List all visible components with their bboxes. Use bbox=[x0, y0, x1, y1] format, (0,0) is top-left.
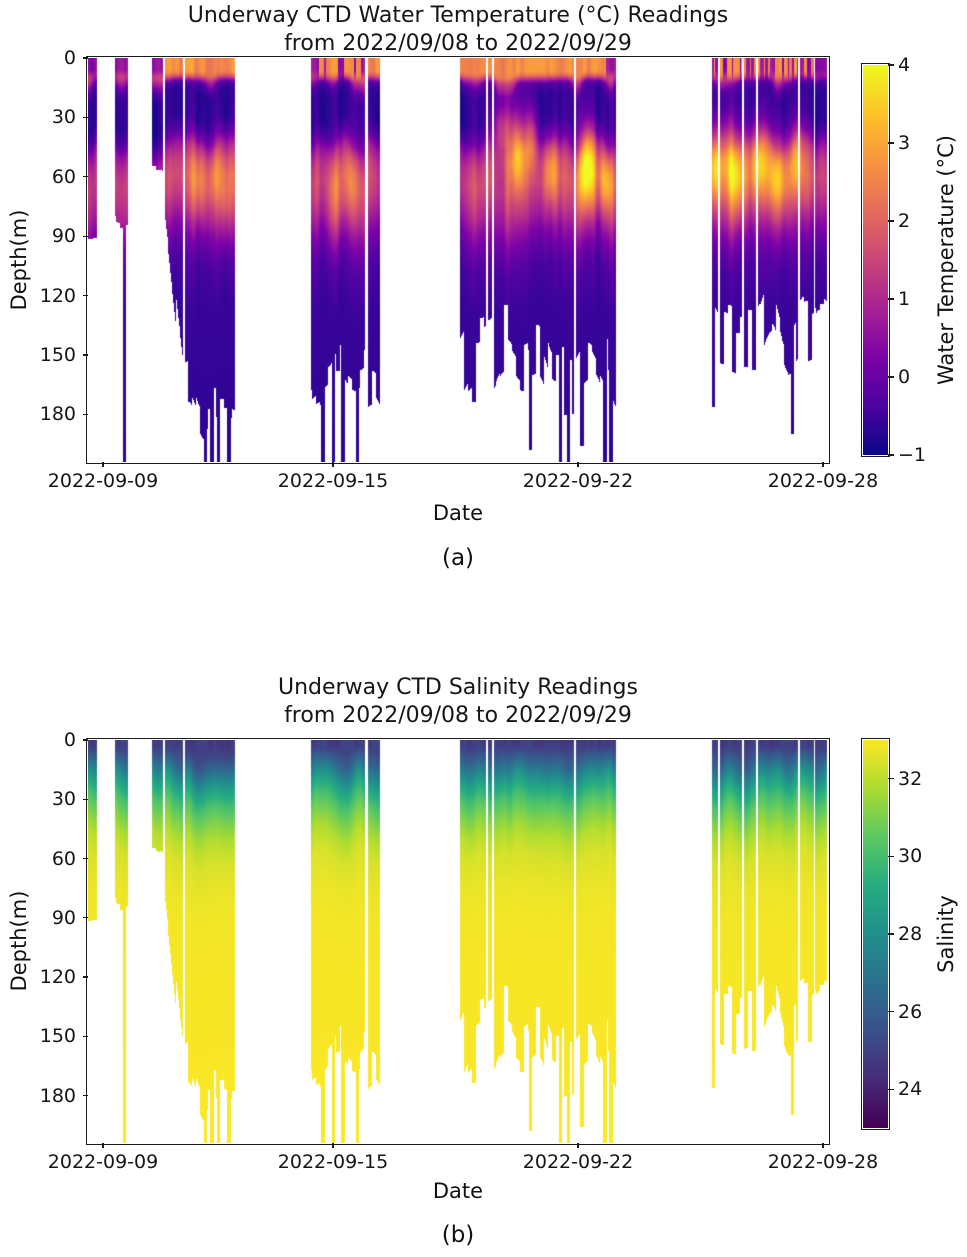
colorbar-tick-label: 24 bbox=[898, 1078, 923, 1101]
colorbar-tick-mark bbox=[888, 142, 894, 144]
colorbar-tick-mark bbox=[888, 933, 894, 935]
y-tick-label: 90 bbox=[51, 225, 76, 248]
temperature-heatmap bbox=[88, 58, 828, 462]
y-tick-label: 0 bbox=[63, 729, 76, 751]
colorbar-tick-mark bbox=[888, 298, 894, 300]
y-tick-mark bbox=[83, 739, 88, 741]
x-tick-label: 2022-09-22 bbox=[522, 1151, 634, 1173]
x-tick-label: 2022-09-28 bbox=[767, 1151, 879, 1173]
x-tick-mark bbox=[822, 462, 824, 467]
colorbar-tick-label: 26 bbox=[898, 1000, 923, 1023]
temperature-colorbar bbox=[863, 65, 888, 455]
plot-b-title-line1: Underway CTD Salinity Readings bbox=[278, 675, 638, 700]
x-tick-mark bbox=[332, 1143, 334, 1148]
x-tick-label: 2022-09-15 bbox=[277, 470, 389, 492]
colorbar-tick-mark bbox=[888, 64, 894, 66]
x-tick-mark bbox=[577, 462, 579, 467]
y-tick-label: 30 bbox=[51, 106, 76, 129]
y-tick-label: 150 bbox=[39, 344, 76, 367]
y-tick-mark bbox=[83, 1094, 88, 1097]
colorbar-tick-label: 28 bbox=[898, 923, 923, 945]
y-tick-label: 0 bbox=[63, 47, 76, 69]
y-tick-label: 60 bbox=[51, 847, 76, 870]
x-tick-mark bbox=[102, 1143, 104, 1148]
plot-b-caption: (b) bbox=[441, 1222, 475, 1248]
salinity-colorbar bbox=[863, 740, 888, 1128]
y-tick-label: 150 bbox=[39, 1025, 76, 1048]
plot-a-title-line1: Underway CTD Water Temperature (°C) Read… bbox=[187, 3, 729, 28]
plot-a-ylabel: Depth(m) bbox=[7, 209, 31, 311]
colorbar-tick-mark bbox=[888, 1011, 894, 1013]
y-tick-mark bbox=[83, 1035, 88, 1037]
plot-b-xlabel: Date bbox=[432, 1179, 484, 1203]
colorbar-tick-label: 1 bbox=[898, 288, 911, 310]
y-tick-mark bbox=[83, 798, 88, 800]
x-tick-mark bbox=[577, 1143, 579, 1148]
x-tick-mark bbox=[822, 1143, 824, 1148]
colorbar-tick-label: 4 bbox=[898, 54, 911, 76]
colorbar-tick-mark bbox=[888, 855, 894, 857]
plot-a-title-line2: from 2022/09/08 to 2022/09/29 bbox=[284, 31, 632, 56]
y-tick-mark bbox=[83, 295, 88, 297]
x-tick-label: 2022-09-28 bbox=[767, 470, 879, 492]
colorbar-tick-label: 2 bbox=[898, 210, 911, 232]
y-tick-label: 120 bbox=[39, 966, 76, 989]
colorbar-tick-label: 32 bbox=[898, 767, 923, 790]
colorbar-tick-mark bbox=[888, 220, 894, 222]
x-tick-label: 2022-09-09 bbox=[47, 1151, 159, 1173]
y-tick-mark bbox=[83, 235, 88, 237]
y-tick-label: 120 bbox=[39, 284, 76, 307]
plot-a-xlabel: Date bbox=[432, 501, 484, 525]
y-tick-mark bbox=[83, 354, 88, 356]
colorbar-tick-mark bbox=[888, 454, 894, 456]
temperature-colorbar-label: Water Temperature (°C) bbox=[934, 135, 958, 386]
y-tick-mark bbox=[83, 176, 88, 178]
colorbar-tick-mark bbox=[888, 778, 894, 780]
y-tick-label: 180 bbox=[39, 1084, 76, 1107]
plot-b-title-line2: from 2022/09/08 to 2022/09/29 bbox=[284, 703, 632, 728]
y-tick-label: 90 bbox=[51, 906, 76, 929]
colorbar-tick-label: −1 bbox=[898, 444, 927, 466]
y-tick-mark bbox=[83, 857, 88, 860]
y-tick-mark bbox=[83, 976, 88, 978]
x-tick-mark bbox=[332, 462, 334, 467]
y-tick-mark bbox=[83, 917, 88, 919]
x-tick-label: 2022-09-09 bbox=[47, 470, 159, 492]
y-tick-label: 180 bbox=[39, 403, 76, 426]
salinity-heatmap bbox=[88, 740, 828, 1143]
colorbar-tick-label: 3 bbox=[898, 132, 911, 154]
plot-b-ylabel: Depth(m) bbox=[7, 890, 31, 992]
y-tick-label: 30 bbox=[51, 788, 76, 811]
y-tick-mark bbox=[83, 57, 88, 59]
x-tick-mark bbox=[102, 462, 104, 467]
colorbar-tick-mark bbox=[888, 376, 894, 378]
y-tick-mark bbox=[83, 116, 88, 118]
y-tick-label: 60 bbox=[51, 165, 76, 188]
x-tick-label: 2022-09-15 bbox=[277, 1151, 389, 1173]
plot-a-caption: (a) bbox=[441, 545, 475, 571]
colorbar-tick-label: 0 bbox=[898, 366, 911, 388]
y-tick-mark bbox=[83, 413, 88, 416]
colorbar-tick-label: 30 bbox=[898, 845, 923, 868]
x-tick-label: 2022-09-22 bbox=[522, 470, 634, 492]
colorbar-tick-mark bbox=[888, 1088, 894, 1090]
